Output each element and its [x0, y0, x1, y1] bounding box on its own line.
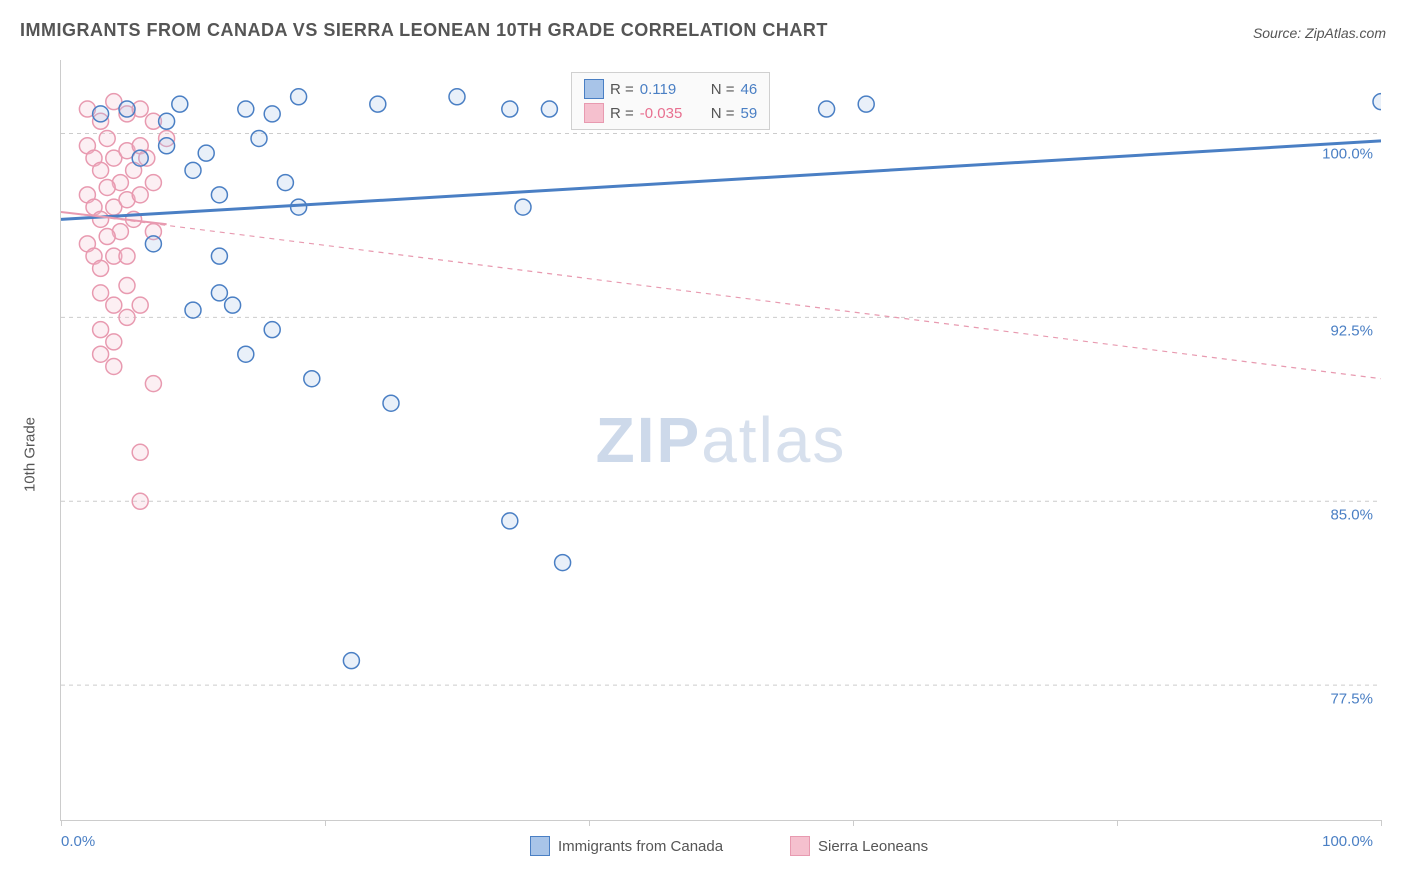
scatter-point-canada	[264, 106, 280, 122]
scatter-point-canada	[185, 162, 201, 178]
scatter-point-canada	[291, 89, 307, 105]
scatter-point-sierra	[132, 444, 148, 460]
scatter-point-canada	[211, 187, 227, 203]
scatter-point-canada	[198, 145, 214, 161]
scatter-point-sierra	[93, 162, 109, 178]
scatter-point-canada	[238, 346, 254, 362]
scatter-point-canada	[119, 101, 135, 117]
scatter-point-canada	[343, 653, 359, 669]
legend-swatch-canada	[584, 79, 604, 99]
scatter-point-canada	[1373, 94, 1381, 110]
scatter-point-sierra	[93, 211, 109, 227]
scatter-point-canada	[159, 138, 175, 154]
x-tick-mark	[1381, 820, 1382, 826]
swatch-sierra	[790, 836, 810, 856]
scatter-point-sierra	[93, 346, 109, 362]
scatter-point-canada	[251, 130, 267, 146]
bottom-legend-sierra: Sierra Leoneans	[790, 836, 928, 856]
scatter-point-canada	[145, 236, 161, 252]
scatter-point-canada	[159, 113, 175, 129]
y-tick-label: 92.5%	[1330, 323, 1373, 340]
x-tick-mark	[61, 820, 62, 826]
legend-row-canada: R = 0.119 N = 46	[584, 77, 757, 101]
legend-n-value-canada: 46	[741, 81, 758, 98]
scatter-point-sierra	[93, 285, 109, 301]
scatter-point-canada	[277, 175, 293, 191]
scatter-point-canada	[172, 96, 188, 112]
scatter-point-canada	[93, 106, 109, 122]
bottom-legend-sierra-label: Sierra Leoneans	[818, 838, 928, 855]
chart-plot-area: ZIPatlas R = 0.119 N = 46R = -0.035 N = …	[60, 60, 1381, 821]
scatter-point-canada	[858, 96, 874, 112]
scatter-point-canada	[502, 513, 518, 529]
bottom-legend-canada: Immigrants from Canada	[530, 836, 723, 856]
scatter-point-canada	[370, 96, 386, 112]
scatter-point-sierra	[106, 358, 122, 374]
x-tick-mark	[853, 820, 854, 826]
trend-line-sierra	[61, 212, 1381, 379]
scatter-point-sierra	[119, 278, 135, 294]
swatch-canada	[530, 836, 550, 856]
legend-n-value-sierra: 59	[741, 105, 758, 122]
legend-r-label: R =	[610, 81, 634, 98]
scatter-point-sierra	[132, 493, 148, 509]
scatter-point-canada	[185, 302, 201, 318]
scatter-point-sierra	[106, 297, 122, 313]
bottom-legend-canada-label: Immigrants from Canada	[558, 838, 723, 855]
y-tick-label: 77.5%	[1330, 691, 1373, 708]
scatter-point-sierra	[106, 334, 122, 350]
legend-n-label: N =	[711, 105, 735, 122]
y-axis-label: 10th Grade	[22, 417, 39, 492]
scatter-point-canada	[132, 150, 148, 166]
scatter-point-canada	[238, 101, 254, 117]
scatter-point-canada	[225, 297, 241, 313]
scatter-point-sierra	[93, 260, 109, 276]
scatter-point-sierra	[145, 175, 161, 191]
legend-n-label: N =	[711, 81, 735, 98]
scatter-point-canada	[515, 199, 531, 215]
scatter-point-canada	[211, 248, 227, 264]
x-tick-left: 0.0%	[61, 833, 95, 850]
scatter-point-canada	[502, 101, 518, 117]
legend-r-label: R =	[610, 105, 634, 122]
scatter-svg	[61, 60, 1381, 820]
scatter-point-sierra	[93, 322, 109, 338]
x-tick-mark	[1117, 820, 1118, 826]
scatter-point-canada	[555, 555, 571, 571]
trend-line-canada	[61, 141, 1381, 219]
scatter-point-canada	[304, 371, 320, 387]
scatter-point-canada	[541, 101, 557, 117]
scatter-point-canada	[819, 101, 835, 117]
scatter-point-canada	[383, 395, 399, 411]
scatter-point-sierra	[99, 179, 115, 195]
scatter-point-canada	[211, 285, 227, 301]
x-tick-right: 100.0%	[1322, 833, 1373, 850]
scatter-point-canada	[291, 199, 307, 215]
legend-r-value-sierra: -0.035	[640, 105, 695, 122]
y-tick-label: 100.0%	[1322, 145, 1373, 162]
scatter-point-sierra	[132, 297, 148, 313]
legend-r-value-canada: 0.119	[640, 81, 695, 98]
x-tick-mark	[325, 820, 326, 826]
scatter-point-sierra	[132, 187, 148, 203]
source-attribution: Source: ZipAtlas.com	[1253, 25, 1386, 41]
chart-title: IMMIGRANTS FROM CANADA VS SIERRA LEONEAN…	[20, 20, 828, 41]
scatter-point-canada	[449, 89, 465, 105]
scatter-point-sierra	[99, 229, 115, 245]
x-tick-mark	[589, 820, 590, 826]
y-tick-label: 85.0%	[1330, 507, 1373, 524]
scatter-point-canada	[264, 322, 280, 338]
scatter-point-sierra	[145, 376, 161, 392]
legend-row-sierra: R = -0.035 N = 59	[584, 101, 757, 125]
legend-swatch-sierra	[584, 103, 604, 123]
scatter-point-sierra	[119, 248, 135, 264]
legend-inset: R = 0.119 N = 46R = -0.035 N = 59	[571, 72, 770, 130]
scatter-point-sierra	[119, 309, 135, 325]
scatter-point-sierra	[99, 130, 115, 146]
